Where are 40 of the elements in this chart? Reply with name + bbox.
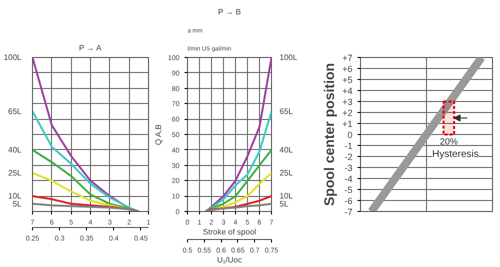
y-tick-label: -2 — [344, 152, 353, 162]
y-axis-title: Q A,B — [154, 124, 163, 146]
series-label: 10L — [8, 192, 22, 201]
annotation: Hysteresis — [432, 148, 479, 160]
line-series — [204, 202, 272, 212]
series-label: 100L — [280, 53, 298, 62]
y-tick-label: +2 — [342, 108, 353, 118]
series-label: 40L — [8, 145, 22, 154]
series-label: 100L — [4, 53, 22, 62]
y-axis-title: Spool center position — [321, 62, 338, 206]
line-series — [204, 110, 272, 212]
series-label: 65L — [280, 106, 294, 116]
chart-title: P → B — [218, 8, 241, 16]
series-label: 65L — [8, 106, 22, 116]
series-label: 5L — [12, 199, 22, 208]
series-label: 10L — [280, 192, 294, 201]
y-tick-label: +3 — [342, 97, 353, 107]
y-tick-label: -6 — [344, 196, 353, 206]
y-tick-label: -1 — [344, 141, 353, 151]
band-label: 20% — [440, 136, 458, 146]
line-series — [204, 148, 272, 212]
line-series — [204, 58, 272, 212]
y-tick-label: -7 — [344, 207, 353, 217]
y-tick-label: +5 — [342, 75, 353, 85]
series-label: 25L — [8, 168, 22, 178]
x2-axis-title: U₁/Uoc — [217, 256, 242, 264]
y-tick-label: +6 — [342, 64, 353, 74]
x-axis-title: Stroke of spool — [202, 228, 256, 236]
series-label: 25L — [280, 168, 294, 178]
y-tick-label: -4 — [344, 174, 353, 184]
y-tick-label: -5 — [344, 185, 353, 195]
y-tick-label: -3 — [344, 163, 353, 173]
line-series — [204, 195, 272, 212]
y-tick-label: +1 — [342, 119, 353, 129]
y-tick-label: 0 — [347, 130, 353, 140]
chart-title: P → A — [78, 44, 102, 52]
series-label: 5L — [280, 199, 289, 208]
y-tick-label: +4 — [342, 86, 353, 96]
series-label: 40L — [280, 145, 294, 154]
y-tick-label: +7 — [342, 53, 353, 63]
